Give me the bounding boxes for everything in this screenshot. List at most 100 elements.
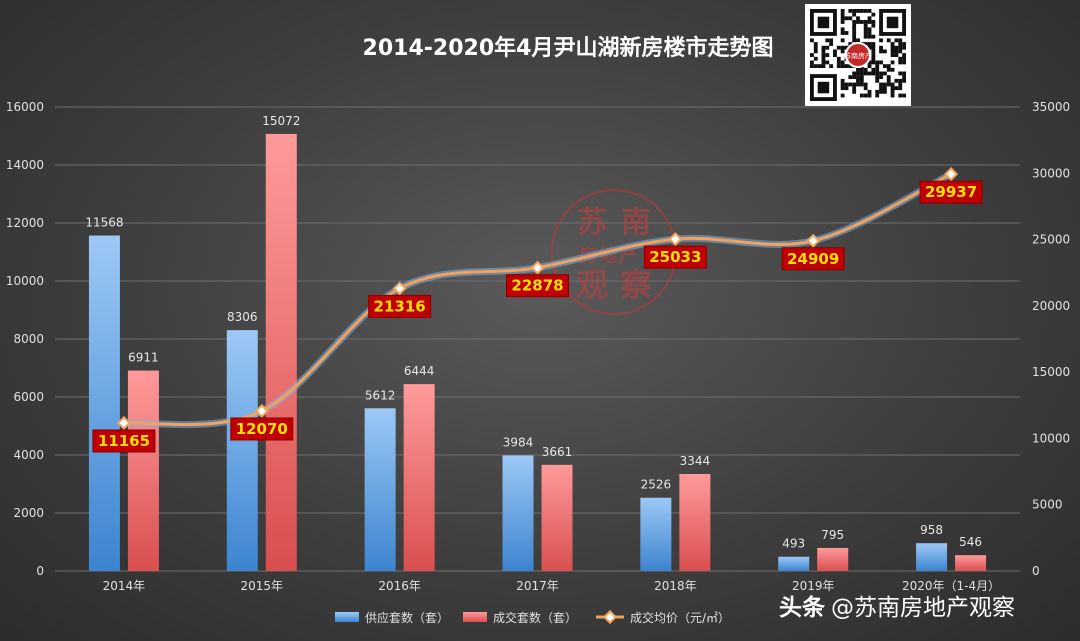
- sales-bar-label: 15072: [262, 114, 300, 128]
- qr-module: [890, 82, 895, 87]
- y-left-tick-label: 12000: [6, 216, 44, 230]
- qr-module: [825, 53, 830, 57]
- qr-module: [867, 60, 872, 65]
- price-label: 11165: [98, 432, 150, 450]
- qr-module: [902, 45, 906, 50]
- qr-module: [875, 89, 880, 94]
- y-left-tick-label: 4000: [13, 448, 44, 462]
- qr-module: [886, 38, 891, 43]
- sales-bar: [817, 547, 849, 571]
- qr-module: [813, 64, 818, 69]
- qr-module: [836, 64, 841, 69]
- qr-module: [856, 16, 860, 21]
- qr-module: [879, 38, 883, 43]
- qr-module: [840, 45, 845, 50]
- qr-module: [833, 49, 837, 54]
- qr-module: [844, 16, 849, 21]
- qr-module: [871, 45, 876, 50]
- qr-module: [856, 20, 860, 24]
- supply-bar-label: 2526: [641, 478, 672, 492]
- qr-module: [890, 67, 895, 72]
- supply-bar-label: 3984: [503, 435, 534, 449]
- qr-module: [871, 71, 876, 76]
- qr-module: [890, 53, 895, 57]
- y-right-tick-label: 20000: [1032, 299, 1070, 313]
- qr-module: [852, 9, 857, 13]
- qr-module: [867, 89, 872, 94]
- qr-module: [871, 49, 876, 54]
- qr-module: [852, 75, 857, 80]
- qr-module: [890, 93, 895, 98]
- qr-module: [852, 82, 857, 87]
- qr-module: [867, 71, 872, 76]
- qr-module: [836, 56, 841, 61]
- qr-module: [863, 27, 868, 32]
- y-right-tick-label: 30000: [1032, 166, 1070, 180]
- qr-module: [813, 42, 818, 46]
- qr-finder-core: [817, 16, 830, 29]
- qr-module: [894, 86, 899, 91]
- qr-module: [894, 45, 899, 50]
- legend-label: 供应套数（套）: [365, 610, 449, 625]
- qr-module: [829, 42, 834, 46]
- x-tick-label: 2014年: [103, 579, 146, 593]
- supply-bar: [778, 556, 810, 571]
- qr-module: [840, 12, 845, 17]
- y-right-tick-label: 0: [1032, 564, 1040, 578]
- qr-module: [902, 56, 906, 61]
- qr-module: [848, 82, 853, 87]
- qr-module: [890, 89, 895, 94]
- price-label: 24909: [787, 250, 839, 268]
- qr-module: [852, 89, 857, 94]
- qr-module: [810, 38, 814, 43]
- footer-handle: @苏南房地产观察: [831, 595, 1015, 621]
- y-right-tick-label: 5000: [1032, 498, 1063, 512]
- price-point: [254, 403, 269, 419]
- qr-module: [813, 45, 818, 50]
- qr-module: [821, 45, 826, 50]
- sales-bar: [955, 555, 987, 571]
- qr-module: [879, 60, 883, 65]
- sales-bar-label: 3661: [542, 445, 573, 459]
- qr-module: [825, 45, 830, 50]
- y-left-tick-label: 8000: [13, 332, 44, 346]
- qr-module: [852, 71, 857, 76]
- qr-module: [859, 82, 864, 87]
- footer-brand: 头条 @苏南房地产观察: [779, 588, 1079, 628]
- qr-module: [898, 60, 903, 65]
- price-label: 21316: [374, 297, 426, 315]
- qr-module: [810, 64, 814, 69]
- qr-module: [863, 86, 868, 91]
- qr-module: [890, 86, 895, 91]
- qr-module: [852, 27, 857, 32]
- watermark-char: 察: [620, 266, 652, 304]
- qr-module: [879, 86, 883, 91]
- qr-module: [836, 45, 841, 50]
- qr-module: [871, 42, 876, 46]
- qr-module: [840, 82, 845, 87]
- qr-module: [829, 64, 834, 69]
- qr-module: [894, 78, 899, 83]
- qr-module: [859, 75, 864, 80]
- qr-module: [840, 27, 845, 32]
- qr-module: [848, 42, 853, 46]
- qr-module: [844, 45, 849, 50]
- y-left-tick-label: 2000: [13, 506, 44, 520]
- qr-module: [856, 38, 860, 43]
- qr-module: [840, 86, 845, 91]
- qr-module: [867, 34, 872, 39]
- qr-module: [852, 38, 857, 43]
- qr-module: [848, 16, 853, 21]
- qr-module: [821, 56, 826, 61]
- price-label-box: [919, 180, 983, 204]
- qr-finder-core: [817, 81, 830, 94]
- qr-module: [863, 67, 868, 72]
- qr-module: [863, 31, 868, 35]
- qr-module: [852, 86, 857, 91]
- supply-bar-label: 11568: [85, 216, 123, 230]
- x-tick-label: 2015年: [241, 579, 284, 593]
- qr-module: [856, 67, 860, 72]
- supply-bar-label: 958: [920, 523, 943, 537]
- qr-module: [886, 64, 891, 69]
